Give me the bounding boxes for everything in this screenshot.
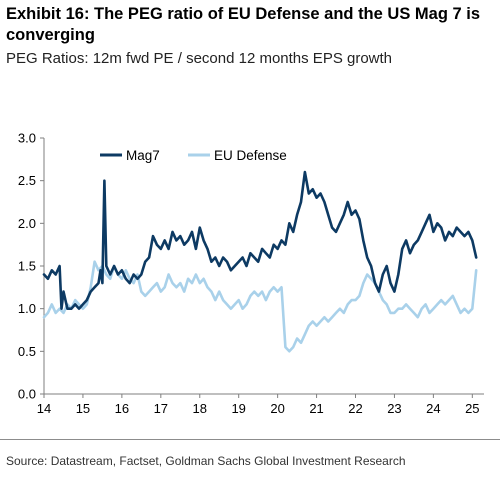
x-tick-label: 15 [76,401,90,416]
x-tick-label: 16 [115,401,129,416]
y-tick-label: 1.5 [18,259,36,274]
y-tick-label: 2.0 [18,216,36,231]
x-tick-label: 23 [387,401,401,416]
x-tick-label: 19 [231,401,245,416]
x-tick-label: 17 [154,401,168,416]
legend-label-eu-defense: EU Defense [214,148,287,163]
mag7-series-line [42,170,478,311]
footer-divider [0,439,500,440]
y-tick-label: 2.5 [18,173,36,188]
y-tick-label: 3.0 [18,131,36,146]
x-tick-label: 22 [348,401,362,416]
x-tick-label: 25 [465,401,479,416]
chart-subtitle: PEG Ratios: 12m fwd PE / second 12 month… [6,50,393,67]
chart-title: Exhibit 16: The PEG ratio of EU Defense … [6,5,481,44]
source-note: Source: Datastream, Factset, Goldman Sac… [6,454,406,468]
y-tick-label: 0.5 [18,344,36,359]
x-tick-label: 24 [426,401,440,416]
legend-label-mag7: Mag7 [126,148,160,163]
x-tick-label: 21 [309,401,323,416]
peg-ratio-chart: 0.0 0.5 1.0 1.5 2.0 2.5 3.0 14 15 16 17 18 19 20 21 22 2… [18,131,484,416]
x-tick-label: 18 [193,401,207,416]
y-tick-label: 1.0 [18,301,36,316]
x-tick-label: 14 [37,401,51,416]
y-tick-label: 0.0 [18,387,36,402]
x-tick-label: 20 [270,401,284,416]
eu-defense-series-line [42,260,478,353]
